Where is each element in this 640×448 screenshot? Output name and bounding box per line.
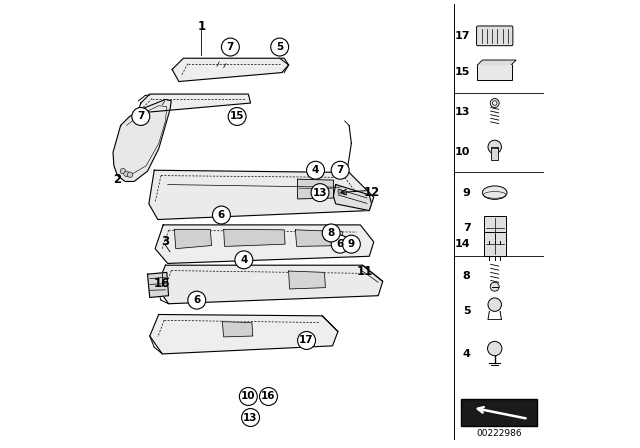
Text: 13: 13	[313, 188, 327, 198]
Circle shape	[132, 108, 150, 125]
Bar	[491, 147, 499, 160]
Circle shape	[271, 38, 289, 56]
Circle shape	[342, 235, 360, 253]
Circle shape	[120, 168, 125, 174]
Text: 3: 3	[161, 235, 170, 249]
Text: 7: 7	[463, 224, 470, 233]
Circle shape	[332, 161, 349, 179]
Polygon shape	[289, 271, 325, 289]
Text: 6: 6	[337, 239, 344, 249]
Polygon shape	[113, 99, 172, 181]
Polygon shape	[172, 58, 289, 82]
Circle shape	[490, 99, 499, 108]
Text: 6: 6	[193, 295, 200, 305]
FancyBboxPatch shape	[477, 64, 513, 80]
Circle shape	[323, 224, 340, 242]
Polygon shape	[298, 179, 333, 199]
Circle shape	[260, 388, 278, 405]
Text: 2: 2	[113, 172, 122, 186]
Text: 4: 4	[240, 255, 248, 265]
Bar	[461, 399, 538, 426]
Polygon shape	[149, 170, 374, 220]
Ellipse shape	[483, 186, 507, 199]
Text: 1: 1	[197, 20, 205, 34]
Circle shape	[342, 190, 347, 195]
Text: 17: 17	[455, 31, 470, 41]
Circle shape	[338, 190, 342, 194]
Bar	[484, 232, 506, 256]
Text: 13: 13	[243, 413, 258, 422]
Polygon shape	[222, 322, 253, 337]
Circle shape	[239, 388, 257, 405]
Polygon shape	[478, 60, 516, 65]
Circle shape	[332, 235, 349, 253]
Text: 15: 15	[230, 112, 244, 121]
Circle shape	[188, 291, 206, 309]
Text: 4: 4	[463, 349, 470, 359]
Text: 9: 9	[463, 188, 470, 198]
Text: 9: 9	[348, 239, 355, 249]
Text: 14: 14	[455, 239, 470, 249]
Circle shape	[493, 101, 497, 105]
Circle shape	[311, 184, 329, 202]
Circle shape	[242, 409, 260, 426]
Text: 7: 7	[337, 165, 344, 175]
Circle shape	[124, 171, 129, 177]
FancyBboxPatch shape	[477, 26, 513, 46]
Circle shape	[127, 172, 132, 177]
Text: 10: 10	[455, 147, 470, 157]
Polygon shape	[174, 229, 212, 249]
Circle shape	[488, 140, 502, 154]
Text: 15: 15	[455, 67, 470, 77]
Polygon shape	[224, 229, 285, 246]
Polygon shape	[333, 185, 371, 211]
Text: 10: 10	[241, 392, 255, 401]
Text: 12: 12	[364, 186, 380, 199]
Circle shape	[307, 161, 324, 179]
Text: 13: 13	[455, 107, 470, 117]
Text: 00222986: 00222986	[476, 429, 522, 438]
Circle shape	[212, 206, 230, 224]
Polygon shape	[148, 272, 168, 297]
Text: 5: 5	[463, 306, 470, 316]
Circle shape	[235, 251, 253, 269]
Polygon shape	[139, 94, 251, 112]
Text: 4: 4	[312, 165, 319, 175]
Bar	[484, 216, 506, 241]
Text: 16: 16	[154, 276, 170, 290]
Text: 5: 5	[276, 42, 284, 52]
Polygon shape	[155, 225, 374, 263]
Circle shape	[298, 332, 316, 349]
Text: 8: 8	[463, 271, 470, 280]
Text: 7: 7	[227, 42, 234, 52]
Text: 11: 11	[356, 264, 373, 278]
Circle shape	[490, 282, 499, 291]
Text: 6: 6	[218, 210, 225, 220]
Circle shape	[228, 108, 246, 125]
Text: 7: 7	[137, 112, 145, 121]
Circle shape	[221, 38, 239, 56]
Polygon shape	[296, 230, 343, 246]
Polygon shape	[157, 265, 383, 304]
Polygon shape	[150, 314, 338, 354]
Circle shape	[488, 298, 502, 311]
Text: 8: 8	[328, 228, 335, 238]
Text: 16: 16	[261, 392, 276, 401]
Circle shape	[488, 341, 502, 356]
Text: 17: 17	[300, 336, 314, 345]
